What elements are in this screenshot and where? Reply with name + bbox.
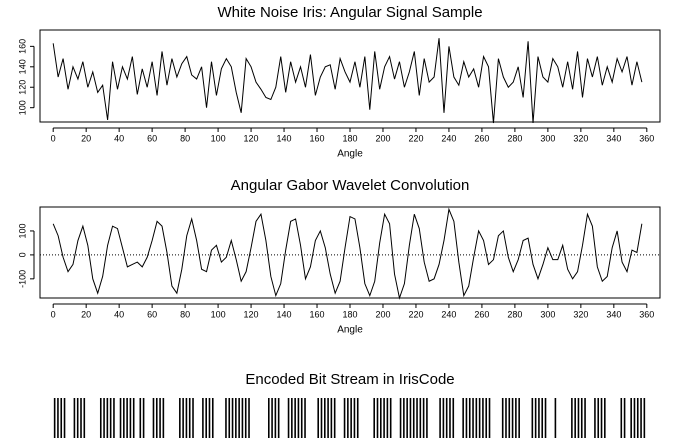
x-tick-label: 100 xyxy=(211,133,226,143)
y-tick-label: 140 xyxy=(17,59,27,74)
x-tick-label: 320 xyxy=(573,309,588,319)
chart-title: Angular Gabor Wavelet Convolution xyxy=(231,177,470,194)
x-tick-label: 280 xyxy=(507,133,522,143)
x-tick-label: 320 xyxy=(573,133,588,143)
x-tick-label: 160 xyxy=(310,133,325,143)
y-tick-label: -100 xyxy=(17,270,27,288)
chart-title: Encoded Bit Stream in IrisCode xyxy=(245,371,454,388)
y-tick-label: 120 xyxy=(17,80,27,95)
x-tick-label: 260 xyxy=(474,309,489,319)
x-tick-label: 120 xyxy=(244,133,259,143)
x-tick-label: 120 xyxy=(244,309,259,319)
chart-title: White Noise Iris: Angular Signal Sample xyxy=(217,4,482,21)
x-tick-label: 140 xyxy=(277,309,292,319)
x-tick-label: 40 xyxy=(114,309,124,319)
x-tick-label: 260 xyxy=(474,133,489,143)
x-tick-label: 360 xyxy=(639,309,654,319)
x-tick-label: 0 xyxy=(51,309,56,319)
x-axis-label: Angle xyxy=(337,325,363,336)
x-tick-label: 100 xyxy=(211,309,226,319)
x-tick-label: 180 xyxy=(342,309,357,319)
x-tick-label: 220 xyxy=(408,309,423,319)
x-tick-label: 160 xyxy=(310,309,325,319)
y-tick-label: 0 xyxy=(17,252,27,257)
y-tick-label: 100 xyxy=(17,223,27,238)
x-tick-label: 200 xyxy=(375,133,390,143)
plot-frame xyxy=(39,206,661,299)
x-tick-label: 240 xyxy=(441,309,456,319)
signal-line xyxy=(52,38,643,124)
x-tick-label: 0 xyxy=(51,133,56,143)
x-tick-label: 240 xyxy=(441,133,456,143)
x-tick-label: 140 xyxy=(277,133,292,143)
x-tick-label: 300 xyxy=(540,309,555,319)
signal-line xyxy=(52,207,643,300)
x-tick-label: 40 xyxy=(114,133,124,143)
x-axis-label: Angle xyxy=(337,149,363,160)
x-tick-label: 300 xyxy=(540,133,555,143)
x-tick-label: 60 xyxy=(147,133,157,143)
x-tick-label: 280 xyxy=(507,309,522,319)
x-tick-label: 180 xyxy=(342,133,357,143)
x-tick-label: 340 xyxy=(606,133,621,143)
x-tick-label: 360 xyxy=(639,133,654,143)
y-tick-label: 100 xyxy=(17,100,27,115)
plot-frame xyxy=(39,29,661,123)
x-tick-label: 80 xyxy=(180,133,190,143)
x-tick-label: 340 xyxy=(606,309,621,319)
x-tick-label: 80 xyxy=(180,309,190,319)
x-tick-label: 20 xyxy=(81,133,91,143)
x-tick-label: 200 xyxy=(375,309,390,319)
y-tick-label: 160 xyxy=(17,39,27,54)
x-tick-label: 220 xyxy=(408,133,423,143)
x-tick-label: 20 xyxy=(81,309,91,319)
x-tick-label: 60 xyxy=(147,309,157,319)
